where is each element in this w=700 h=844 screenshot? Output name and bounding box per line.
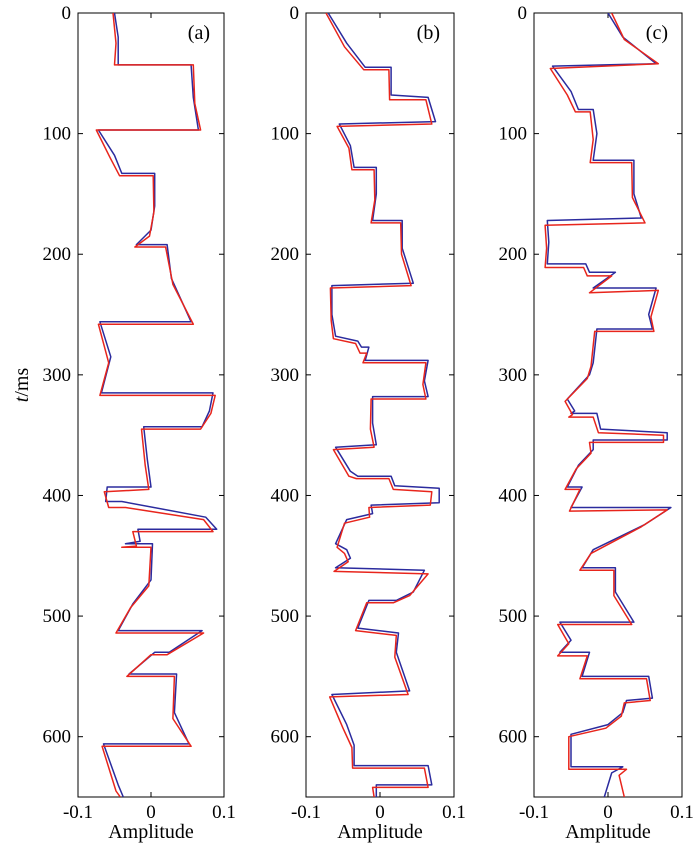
y-tick-label: 100: [499, 124, 528, 145]
y-tick-label: 200: [43, 244, 72, 265]
y-axis-label-italic: t: [11, 396, 33, 402]
x-axis-label: Amplitude: [337, 821, 423, 843]
panel-label: (b): [417, 22, 440, 44]
y-tick-label: 200: [499, 244, 528, 265]
y-tick-label: 0: [290, 3, 300, 24]
panel-3: 0 100 200 300 400 500 600 -0.1 0 0.1 Amplitude (c): [499, 3, 694, 843]
y-tick-label: 600: [271, 727, 300, 748]
y-tick-label: 100: [43, 124, 72, 145]
y-tick-label: 200: [271, 244, 300, 265]
series-line-red: [95, 13, 216, 797]
y-tick-label: 300: [499, 365, 528, 386]
x-tick-label: 0: [146, 802, 156, 823]
x-tick-label: 0: [603, 802, 613, 823]
y-axis-label: t/ms: [11, 368, 33, 403]
series-line-blue: [546, 13, 672, 797]
y-tick-label: 100: [271, 124, 300, 145]
y-tick-label: 400: [499, 485, 528, 506]
y-tick-label: 300: [271, 365, 300, 386]
y-tick-label: 600: [43, 727, 72, 748]
panel-label: (a): [188, 22, 210, 44]
y-tick-label: 0: [62, 3, 72, 24]
y-tick-label: 600: [499, 727, 528, 748]
y-tick-label: 500: [499, 606, 528, 627]
plot-frame: [305, 12, 455, 798]
y-tick-label: 0: [518, 3, 528, 24]
x-tick-label: -0.1: [519, 802, 549, 823]
y-axis-label-rest: /ms: [11, 368, 33, 397]
series-line-blue: [327, 13, 440, 797]
x-tick-label: 0.1: [212, 802, 236, 823]
x-tick-label: 0.1: [670, 802, 694, 823]
y-tick-label: 400: [271, 485, 300, 506]
x-tick-label: -0.1: [63, 802, 93, 823]
y-tick-label: 400: [43, 485, 72, 506]
panel-1: 0 100 200 300 400 500 600 -0.1 0 0.1 Amplitude (a): [43, 3, 236, 843]
y-tick-label: 500: [43, 606, 72, 627]
panel-label: (c): [646, 22, 668, 44]
series-line-red: [544, 13, 668, 797]
x-axis-label: Amplitude: [108, 821, 194, 843]
y-tick-label: 500: [271, 606, 300, 627]
x-tick-label: 0: [375, 802, 385, 823]
panel-2: 0 100 200 300 400 500 600 -0.1 0 0.1 Amplitude (b): [271, 3, 466, 843]
series-line-red: [325, 13, 433, 797]
x-tick-label: 0.1: [442, 802, 466, 823]
x-tick-label: -0.1: [291, 802, 321, 823]
x-axis-label: Amplitude: [565, 821, 651, 843]
series-line-blue: [97, 13, 218, 797]
y-tick-label: 300: [43, 365, 72, 386]
